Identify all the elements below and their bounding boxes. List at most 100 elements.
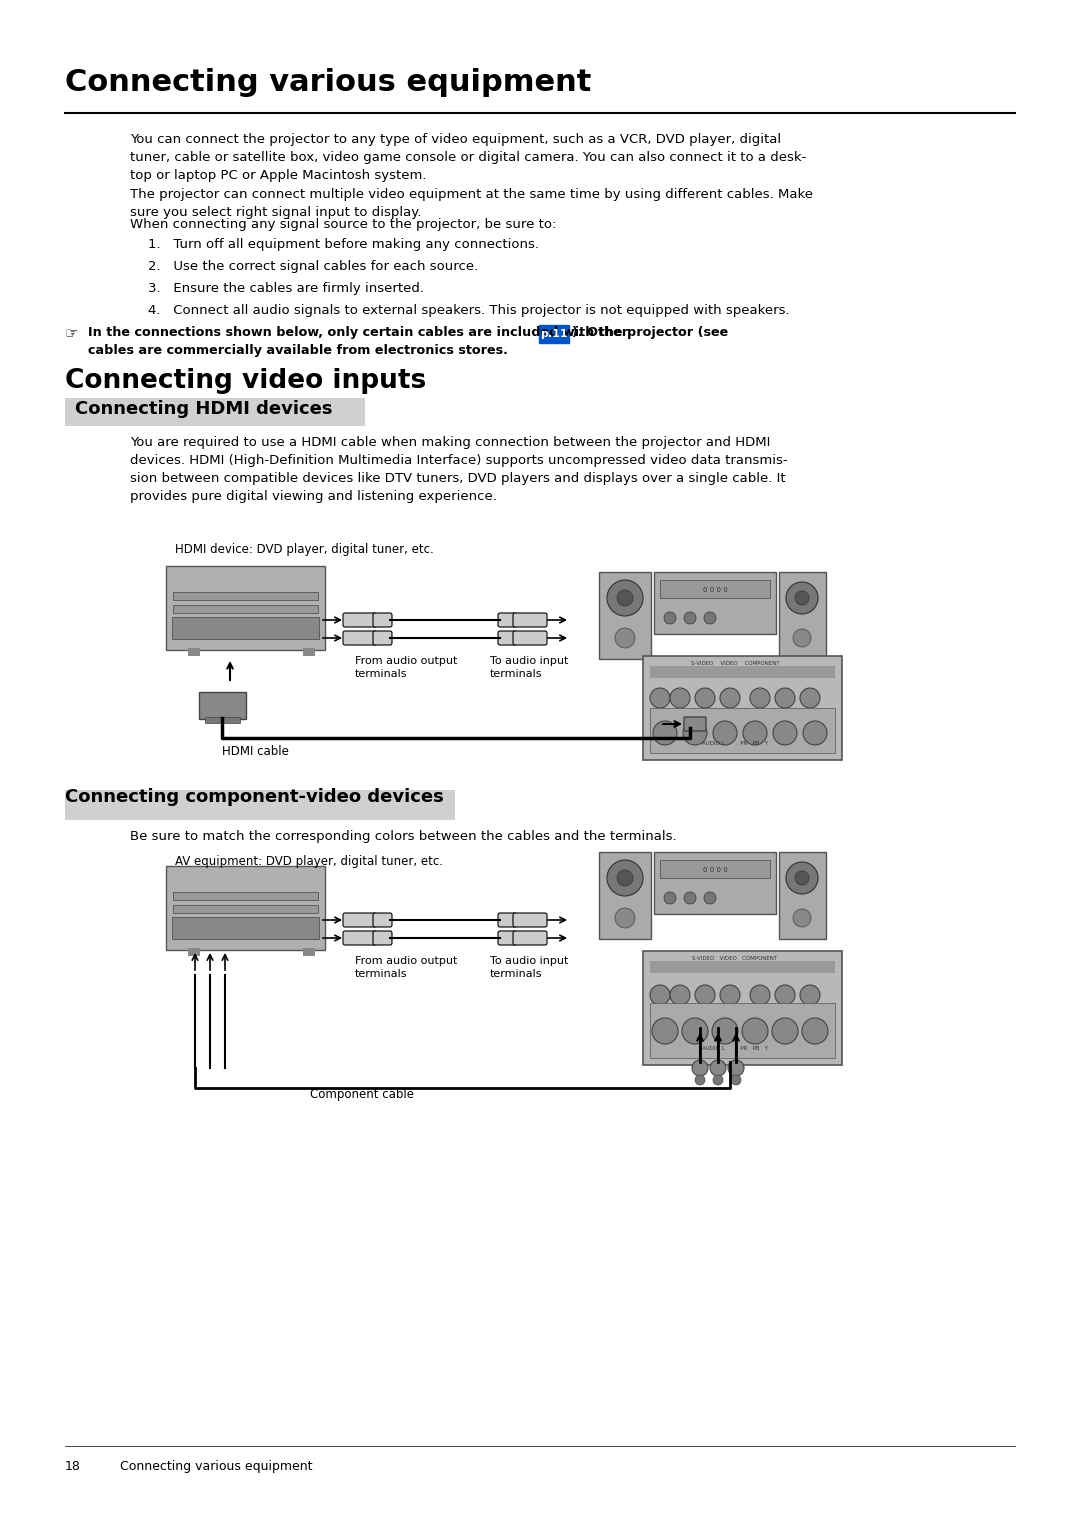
FancyBboxPatch shape bbox=[498, 931, 517, 944]
Circle shape bbox=[683, 721, 707, 746]
FancyBboxPatch shape bbox=[599, 571, 651, 659]
Circle shape bbox=[615, 628, 635, 648]
Text: Be sure to match the corresponding colors between the cables and the terminals.: Be sure to match the corresponding color… bbox=[130, 830, 677, 843]
Text: p.11: p.11 bbox=[540, 329, 568, 339]
FancyBboxPatch shape bbox=[205, 717, 240, 723]
FancyBboxPatch shape bbox=[373, 931, 392, 944]
Text: 18: 18 bbox=[65, 1459, 81, 1473]
FancyBboxPatch shape bbox=[173, 591, 318, 601]
Circle shape bbox=[692, 1060, 708, 1076]
Text: Connecting various equipment: Connecting various equipment bbox=[65, 69, 592, 96]
Circle shape bbox=[786, 582, 818, 614]
FancyBboxPatch shape bbox=[343, 613, 377, 626]
Text: HDMI device: DVD player, digital tuner, etc.: HDMI device: DVD player, digital tuner, … bbox=[175, 542, 434, 556]
FancyBboxPatch shape bbox=[373, 613, 392, 626]
Circle shape bbox=[696, 986, 715, 1005]
FancyBboxPatch shape bbox=[373, 914, 392, 927]
FancyBboxPatch shape bbox=[343, 931, 377, 944]
Circle shape bbox=[704, 892, 716, 905]
FancyBboxPatch shape bbox=[650, 961, 835, 973]
Circle shape bbox=[804, 721, 827, 746]
FancyBboxPatch shape bbox=[513, 631, 546, 645]
FancyBboxPatch shape bbox=[498, 914, 517, 927]
Text: 4.   Connect all audio signals to external speakers. This projector is not equip: 4. Connect all audio signals to external… bbox=[148, 304, 789, 316]
Circle shape bbox=[793, 909, 811, 927]
Text: You are required to use a HDMI cable when making connection between the projecto: You are required to use a HDMI cable whe… bbox=[130, 435, 787, 503]
Text: Connecting HDMI devices: Connecting HDMI devices bbox=[75, 400, 333, 419]
Circle shape bbox=[728, 1060, 744, 1076]
Circle shape bbox=[772, 1018, 798, 1044]
Text: In the connections shown below, only certain cables are included with the projec: In the connections shown below, only cer… bbox=[87, 325, 732, 339]
FancyBboxPatch shape bbox=[65, 397, 365, 426]
FancyBboxPatch shape bbox=[599, 853, 651, 940]
Circle shape bbox=[664, 892, 676, 905]
Text: To audio input
terminals: To audio input terminals bbox=[490, 656, 568, 680]
FancyBboxPatch shape bbox=[684, 717, 706, 730]
Circle shape bbox=[775, 986, 795, 1005]
FancyBboxPatch shape bbox=[779, 571, 826, 659]
Text: 3.   Ensure the cables are firmly inserted.: 3. Ensure the cables are firmly inserted… bbox=[148, 283, 424, 295]
FancyBboxPatch shape bbox=[660, 860, 770, 879]
FancyBboxPatch shape bbox=[650, 707, 835, 753]
Circle shape bbox=[650, 986, 670, 1005]
Circle shape bbox=[742, 1018, 768, 1044]
FancyBboxPatch shape bbox=[188, 947, 200, 957]
Text: The projector can connect multiple video equipment at the same time by using dif: The projector can connect multiple video… bbox=[130, 188, 813, 219]
FancyBboxPatch shape bbox=[513, 613, 546, 626]
FancyBboxPatch shape bbox=[513, 931, 546, 944]
Circle shape bbox=[773, 721, 797, 746]
FancyBboxPatch shape bbox=[166, 565, 325, 649]
FancyBboxPatch shape bbox=[539, 325, 569, 342]
FancyBboxPatch shape bbox=[343, 914, 377, 927]
FancyBboxPatch shape bbox=[188, 648, 200, 656]
Circle shape bbox=[750, 986, 770, 1005]
Text: AV equipment: DVD player, digital tuner, etc.: AV equipment: DVD player, digital tuner,… bbox=[175, 856, 443, 868]
Circle shape bbox=[607, 860, 643, 895]
FancyBboxPatch shape bbox=[654, 571, 777, 634]
Text: cables are commercially available from electronics stores.: cables are commercially available from e… bbox=[87, 344, 508, 358]
FancyBboxPatch shape bbox=[660, 581, 770, 597]
Text: 0 0 0 0: 0 0 0 0 bbox=[703, 587, 727, 593]
FancyBboxPatch shape bbox=[654, 853, 777, 914]
Circle shape bbox=[713, 721, 737, 746]
Circle shape bbox=[731, 1076, 741, 1085]
FancyBboxPatch shape bbox=[303, 947, 315, 957]
Circle shape bbox=[720, 986, 740, 1005]
Circle shape bbox=[652, 1018, 678, 1044]
FancyBboxPatch shape bbox=[643, 950, 842, 1065]
Circle shape bbox=[793, 630, 811, 646]
FancyBboxPatch shape bbox=[173, 892, 318, 900]
Circle shape bbox=[802, 1018, 828, 1044]
Text: Connecting video inputs: Connecting video inputs bbox=[65, 368, 427, 394]
FancyBboxPatch shape bbox=[199, 692, 246, 720]
Circle shape bbox=[670, 688, 690, 707]
Text: S-VIDEO    VIDEO    COMPONENT: S-VIDEO VIDEO COMPONENT bbox=[691, 662, 780, 666]
Circle shape bbox=[704, 613, 716, 623]
Circle shape bbox=[710, 1060, 726, 1076]
Circle shape bbox=[795, 871, 809, 885]
Text: AUDIO L         PR   PB   Y: AUDIO L PR PB Y bbox=[702, 741, 768, 746]
Circle shape bbox=[617, 869, 633, 886]
Circle shape bbox=[800, 986, 820, 1005]
Circle shape bbox=[795, 591, 809, 605]
Text: Connecting component-video devices: Connecting component-video devices bbox=[65, 788, 444, 805]
FancyBboxPatch shape bbox=[173, 605, 318, 613]
Text: Component cable: Component cable bbox=[310, 1088, 414, 1102]
Text: 0 0 0 0: 0 0 0 0 bbox=[703, 866, 727, 872]
Circle shape bbox=[684, 613, 696, 623]
Circle shape bbox=[800, 688, 820, 707]
Text: S-VIDEO   VIDEO   COMPONENT: S-VIDEO VIDEO COMPONENT bbox=[692, 957, 778, 961]
Text: You can connect the projector to any type of video equipment, such as a VCR, DVD: You can connect the projector to any typ… bbox=[130, 133, 807, 182]
Text: When connecting any signal source to the projector, be sure to:: When connecting any signal source to the… bbox=[130, 219, 556, 231]
FancyBboxPatch shape bbox=[498, 613, 517, 626]
Text: AUDIO L         PR   PB   Y: AUDIO L PR PB Y bbox=[702, 1047, 768, 1051]
Circle shape bbox=[617, 590, 633, 607]
Text: Connecting various equipment: Connecting various equipment bbox=[120, 1459, 312, 1473]
Circle shape bbox=[713, 1076, 723, 1085]
FancyBboxPatch shape bbox=[172, 917, 319, 940]
Text: 1.   Turn off all equipment before making any connections.: 1. Turn off all equipment before making … bbox=[148, 238, 539, 251]
FancyBboxPatch shape bbox=[650, 666, 835, 678]
FancyBboxPatch shape bbox=[650, 1002, 835, 1057]
FancyBboxPatch shape bbox=[343, 631, 377, 645]
Circle shape bbox=[775, 688, 795, 707]
